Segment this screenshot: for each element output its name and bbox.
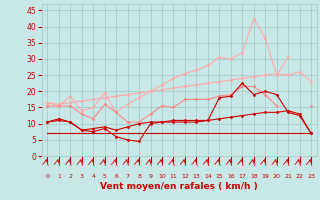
X-axis label: Vent moyen/en rafales ( km/h ): Vent moyen/en rafales ( km/h ) <box>100 182 258 191</box>
